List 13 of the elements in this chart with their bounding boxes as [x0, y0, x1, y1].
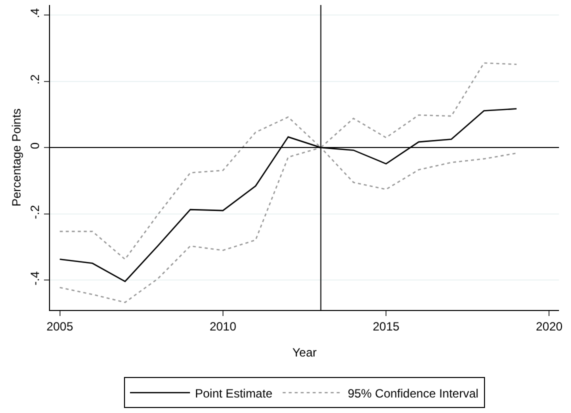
legend-label: 95% Confidence Interval: [348, 386, 478, 400]
x-tick-label: 2015: [372, 319, 400, 334]
y-tick-label: .2: [28, 74, 42, 84]
y-tick-label: -.4: [28, 271, 42, 286]
x-axis-title: Year: [292, 345, 317, 360]
y-tick-label: -.2: [28, 204, 42, 220]
legend-label: Point Estimate: [195, 386, 273, 400]
y-tick-label: 0: [28, 142, 42, 150]
x-tick-label: 2005: [46, 319, 74, 334]
y-axis-title: Percentage Points: [10, 108, 24, 207]
x-tick-label: 2020: [536, 319, 563, 334]
y-tick-label: .4: [28, 8, 42, 18]
x-tick-label: 2010: [210, 319, 237, 334]
